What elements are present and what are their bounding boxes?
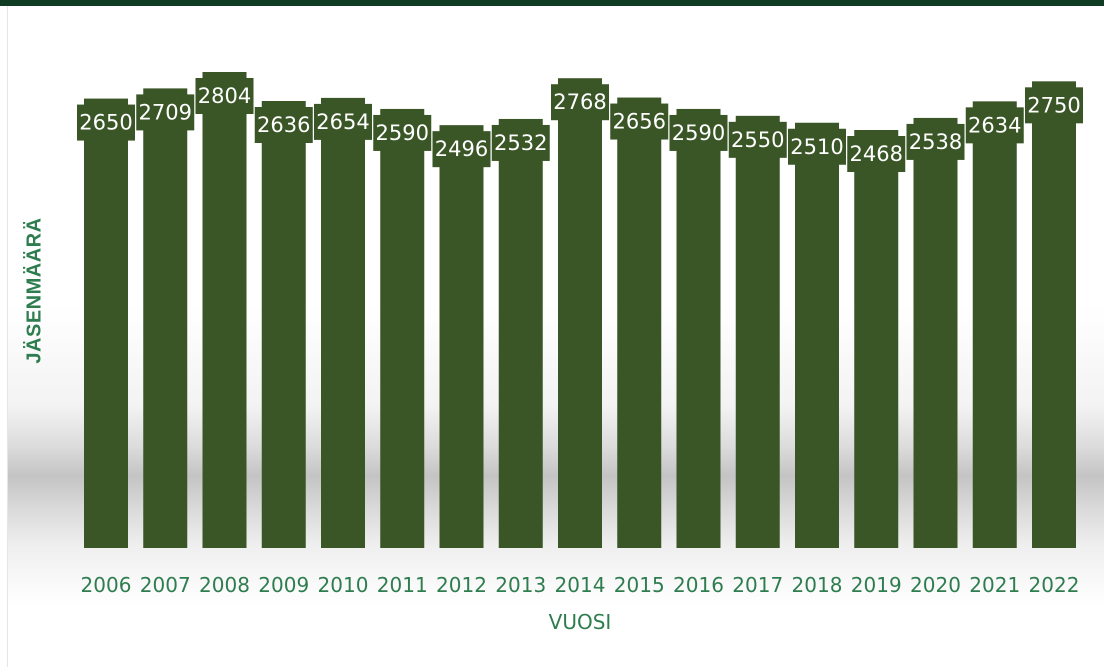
x-tick-2010: 2010	[318, 573, 369, 597]
y-axis-title-wrap: JÄSENMÄÄRÄ	[10, 200, 60, 380]
x-tick-labels-group: 2006 2007 2008 2009 2010 2011 2012 2013 2014 2015…	[81, 573, 1080, 597]
data-label-box-2012	[432, 131, 491, 168]
bar-2019	[854, 130, 899, 548]
bar-2015	[617, 97, 662, 549]
data-label-box-2018	[788, 128, 846, 165]
data-label-box-2017	[728, 121, 787, 158]
x-tick-2018: 2018	[792, 573, 843, 597]
bar-2012	[439, 125, 484, 549]
data-label-2014: 2768	[553, 90, 606, 114]
data-label-2019: 2468	[850, 142, 903, 166]
bar-2011	[380, 108, 425, 548]
data-label-box-2006	[77, 104, 135, 141]
x-tick-2015: 2015	[614, 573, 665, 597]
bar-2009	[261, 101, 306, 548]
data-label-2016: 2590	[672, 121, 725, 145]
x-tick-2009: 2009	[258, 573, 309, 597]
x-tick-2007: 2007	[140, 573, 191, 597]
bar-2007	[143, 88, 188, 549]
data-label-box-2013	[491, 124, 550, 161]
bar-2020	[913, 117, 958, 549]
bar-2008	[202, 72, 247, 548]
bar-2021	[972, 101, 1017, 548]
data-label-box-2010	[314, 103, 372, 140]
bar-2010	[321, 97, 365, 549]
data-label-2010: 2654	[316, 110, 369, 134]
bar-2022	[1032, 81, 1076, 549]
data-label-box-2019	[847, 136, 906, 172]
data-label-box-2014	[551, 84, 609, 121]
x-tick-2008: 2008	[199, 573, 250, 597]
x-tick-2014: 2014	[555, 573, 606, 597]
data-label-2022: 2750	[1027, 93, 1080, 117]
x-tick-2022: 2022	[1029, 573, 1080, 597]
x-tick-2012: 2012	[436, 573, 487, 597]
data-label-box-2022	[1025, 87, 1083, 124]
data-label-2017: 2550	[731, 128, 784, 152]
data-label-2009: 2636	[257, 113, 310, 137]
x-tick-2021: 2021	[969, 573, 1020, 597]
data-label-2013: 2532	[494, 131, 547, 155]
data-label-box-2021	[965, 107, 1024, 144]
data-label-2021: 2634	[968, 113, 1021, 137]
bar-2014	[558, 78, 602, 548]
data-label-2008: 2804	[198, 84, 251, 108]
data-label-box-2020	[906, 123, 965, 160]
data-label-box-2008	[195, 78, 254, 114]
data-label-2012: 2496	[435, 137, 488, 161]
x-tick-2020: 2020	[910, 573, 961, 597]
bar-2016	[676, 108, 721, 548]
x-tick-2013: 2013	[495, 573, 546, 597]
data-label-box-2015	[610, 103, 669, 140]
data-label-box-2007	[136, 94, 195, 131]
y-axis-title: JÄSENMÄÄRÄ	[23, 216, 46, 364]
bars-group	[84, 72, 1076, 549]
data-label-box-2016	[669, 114, 728, 151]
data-label-2007: 2709	[139, 100, 192, 124]
x-tick-2006: 2006	[81, 573, 132, 597]
data-label-2020: 2538	[909, 130, 962, 154]
x-tick-2016: 2016	[673, 573, 724, 597]
data-label-2015: 2656	[613, 110, 666, 134]
bar-2017	[735, 115, 780, 548]
x-axis-title: VUOSI	[548, 610, 612, 634]
bar-2013	[498, 118, 543, 548]
data-label-2011: 2590	[376, 121, 429, 145]
bar-2006	[84, 98, 128, 548]
top-banner-bar	[0, 0, 1104, 6]
data-label-2006: 2650	[79, 111, 132, 135]
x-tick-2011: 2011	[377, 573, 428, 597]
data-label-box-2009	[254, 107, 313, 143]
x-tick-2019: 2019	[851, 573, 902, 597]
data-label-box-2011	[373, 114, 432, 151]
x-tick-2017: 2017	[732, 573, 783, 597]
bar-2018	[795, 122, 839, 548]
data-label-2018: 2510	[790, 135, 843, 159]
